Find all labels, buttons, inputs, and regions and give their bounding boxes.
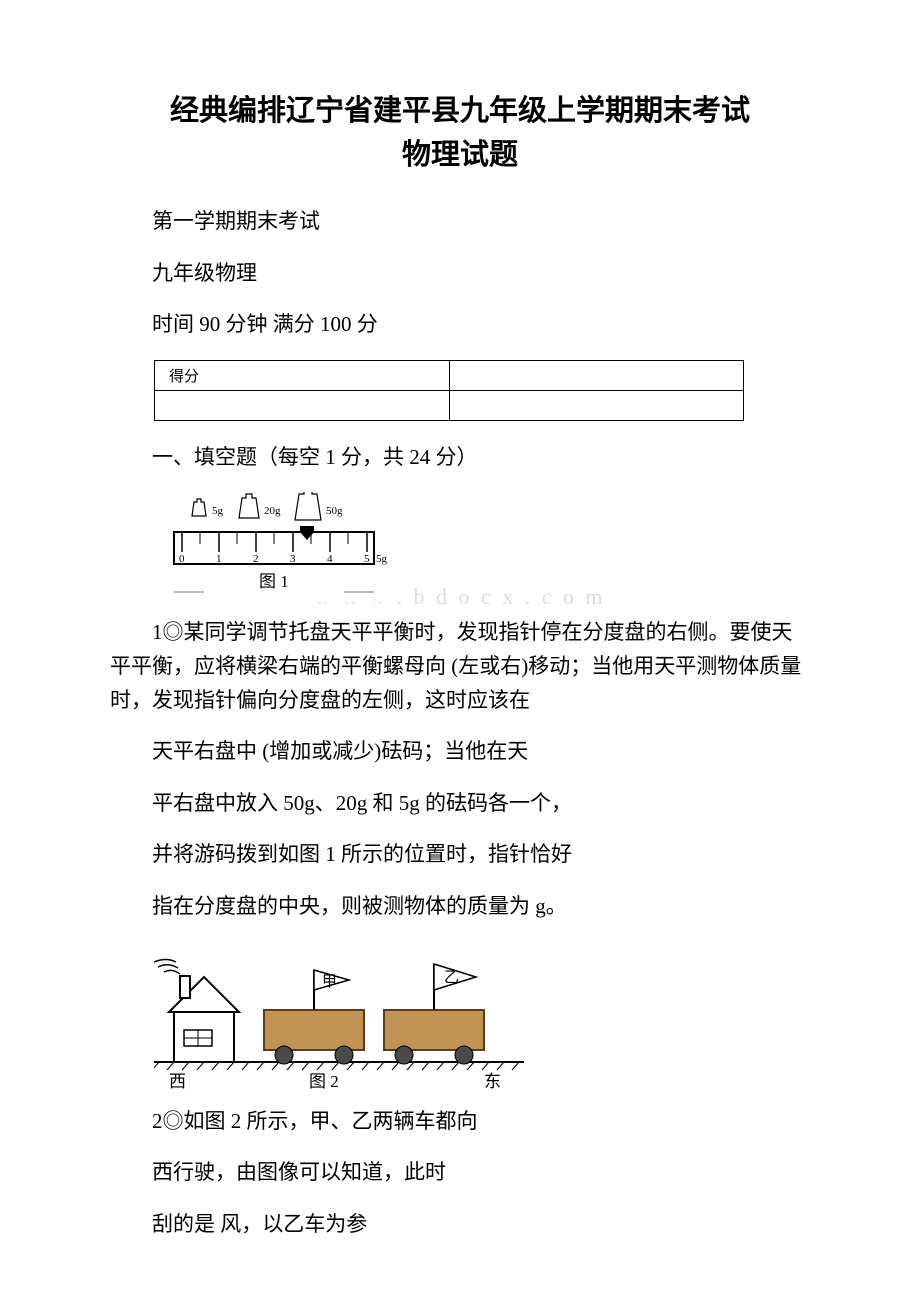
section-1-title: 一、填空题（每空 1 分，共 24 分） bbox=[110, 441, 810, 475]
weight-5g: 5g bbox=[192, 499, 224, 517]
house-icon bbox=[154, 959, 239, 1062]
q1-text2: 天平右盘中 (增加或减少)砝码；当他在天 bbox=[110, 735, 810, 769]
figure-1: 5g 20g 50g 0 1 2 bbox=[154, 492, 399, 602]
subtitle-semester: 第一学期期末考试 bbox=[110, 205, 810, 239]
score-label-cell: 得分 bbox=[155, 360, 450, 390]
q2-text1: 2◎如图 2 所示，甲、乙两辆车都向 bbox=[110, 1105, 810, 1139]
svg-text:5g: 5g bbox=[212, 505, 224, 517]
main-title: 经典编排辽宁省建平县九年级上学期期末考试 物理试题 bbox=[110, 90, 810, 177]
weight-20g: 20g bbox=[239, 494, 281, 518]
score-table: 得分 bbox=[154, 360, 744, 421]
q2-text3: 刮的是 风，以乙车为参 bbox=[110, 1208, 810, 1242]
q1-text5: 指在分度盘的中央，则被测物体的质量为 g。 bbox=[110, 890, 810, 924]
svg-text:3: 3 bbox=[290, 553, 296, 565]
title-line2: 物理试题 bbox=[402, 139, 518, 171]
q2-text2: 西行驶，由图像可以知道，此时 bbox=[110, 1156, 810, 1190]
car-yi: 乙 bbox=[384, 964, 484, 1064]
title-line1: 经典编排辽宁省建平县九年级上学期期末考试 bbox=[170, 95, 750, 127]
svg-text:50g: 50g bbox=[326, 505, 343, 517]
svg-text:图 2: 图 2 bbox=[309, 1072, 339, 1091]
score-empty1 bbox=[155, 390, 450, 420]
subtitle-grade: 九年级物理 bbox=[110, 257, 810, 291]
timing-info: 时间 90 分钟 满分 100 分 bbox=[110, 308, 810, 342]
svg-text:西: 西 bbox=[169, 1072, 186, 1091]
q1-text3: 平右盘中放入 50g、20g 和 5g 的砝码各一个， bbox=[110, 787, 810, 821]
svg-text:0: 0 bbox=[179, 553, 185, 565]
svg-text:甲: 甲 bbox=[322, 974, 337, 990]
svg-text:乙: 乙 bbox=[444, 970, 459, 986]
figure-2: 甲 乙 西 图 2 东 bbox=[154, 942, 524, 1097]
q1-text1: 1◎某同学调节托盘天平平衡时，发现指针停在分度盘的右侧。要使天平平衡，应将横梁右… bbox=[110, 616, 810, 717]
svg-text:5: 5 bbox=[364, 553, 370, 565]
q1-text4: 并将游码拨到如图 1 所示的位置时，指针恰好 bbox=[110, 838, 810, 872]
svg-text:东: 东 bbox=[484, 1072, 501, 1091]
svg-text:5g: 5g bbox=[376, 553, 388, 565]
svg-text:图 1: 图 1 bbox=[259, 572, 289, 591]
car-jia: 甲 bbox=[264, 970, 364, 1064]
svg-text:2: 2 bbox=[253, 553, 259, 565]
svg-text:20g: 20g bbox=[264, 505, 281, 517]
svg-text:4: 4 bbox=[327, 553, 333, 565]
score-empty2 bbox=[449, 390, 744, 420]
weight-50g: 50g bbox=[295, 492, 343, 520]
score-value-cell bbox=[449, 360, 744, 390]
svg-text:1: 1 bbox=[216, 553, 222, 565]
